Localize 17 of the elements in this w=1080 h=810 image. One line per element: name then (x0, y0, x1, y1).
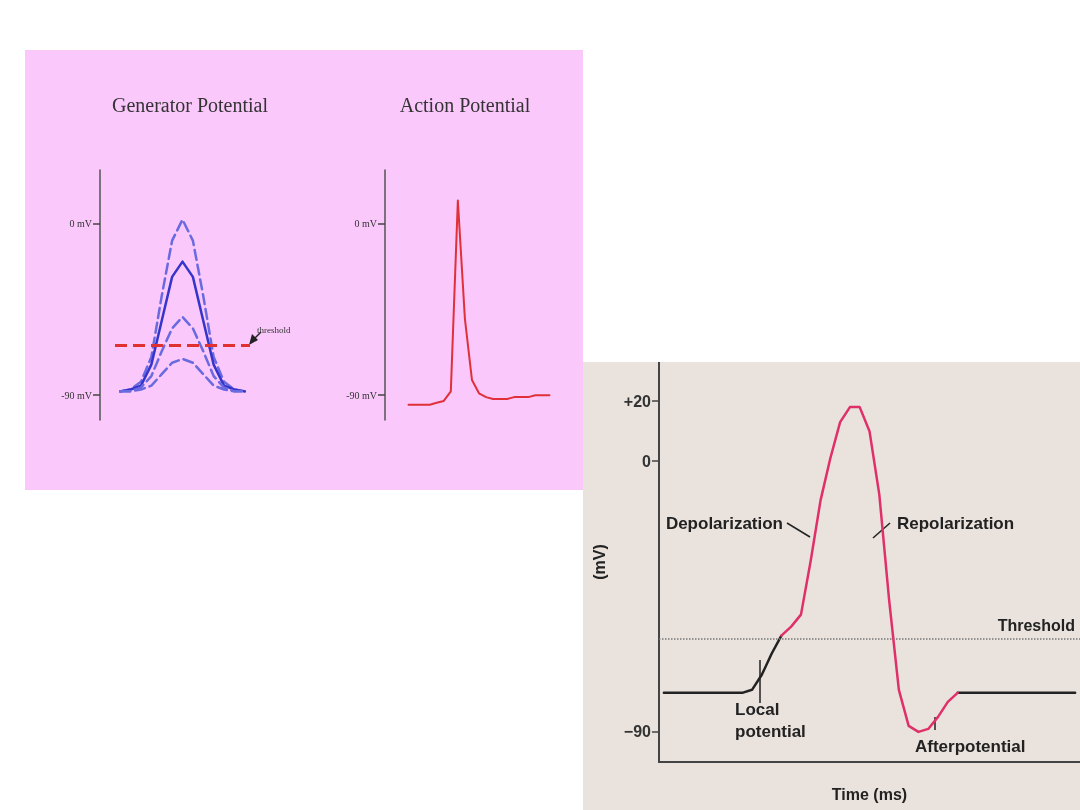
x-axis-title: Time (ms) (831, 785, 908, 803)
annotation: Repolarization (897, 513, 1015, 533)
y-tick-label: −90 (623, 723, 652, 741)
y-tick-label: 0 mV (354, 217, 378, 229)
annotation: Afterpotential (915, 736, 1026, 756)
y-tick-label: +20 (623, 392, 652, 410)
annotation: Depolarization (665, 513, 783, 533)
y-axis-title: (mV) (590, 544, 608, 580)
chart-title: Generator Potential (111, 94, 269, 116)
y-tick-label: 0 (642, 452, 652, 470)
annotation: Local potential (735, 699, 806, 741)
chart-title: Action Potential (399, 94, 531, 116)
ref-line-label: threshold (257, 324, 291, 335)
y-tick-label: -90 mV (61, 389, 93, 401)
ref-line-label: Threshold (997, 617, 1075, 635)
y-tick-label: -90 mV (346, 389, 378, 401)
y-tick-label: 0 mV (69, 217, 93, 229)
